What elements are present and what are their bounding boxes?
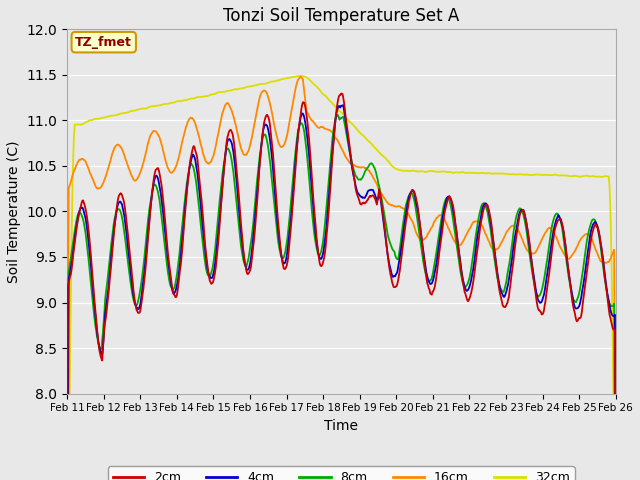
Legend: 2cm, 4cm, 8cm, 16cm, 32cm: 2cm, 4cm, 8cm, 16cm, 32cm	[108, 467, 575, 480]
X-axis label: Time: Time	[324, 419, 358, 433]
Y-axis label: Soil Temperature (C): Soil Temperature (C)	[7, 140, 21, 283]
Title: Tonzi Soil Temperature Set A: Tonzi Soil Temperature Set A	[223, 7, 460, 25]
Text: TZ_fmet: TZ_fmet	[76, 36, 132, 48]
